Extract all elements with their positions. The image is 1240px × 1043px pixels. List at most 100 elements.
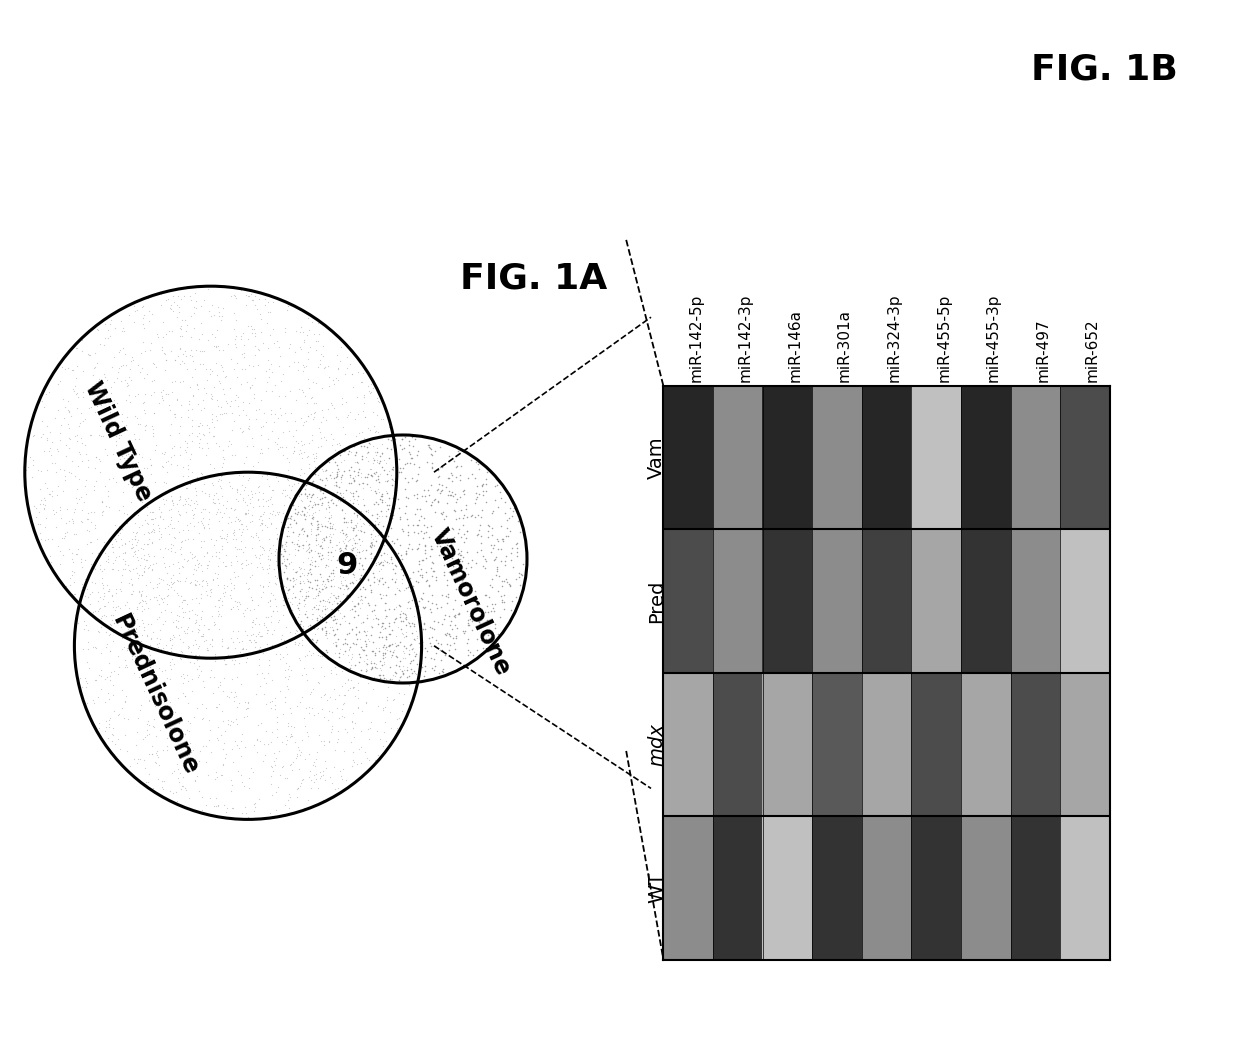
- Point: [332, 502, 352, 518]
- Point: [233, 482, 253, 499]
- Point: [124, 531, 144, 548]
- Point: [487, 477, 507, 493]
- Point: [207, 532, 227, 549]
- Point: [172, 328, 192, 344]
- Point: [92, 507, 112, 524]
- Point: [362, 537, 382, 554]
- Point: [224, 336, 244, 353]
- Point: [193, 380, 213, 396]
- Point: [352, 595, 372, 611]
- Point: [174, 592, 193, 609]
- Point: [319, 528, 339, 544]
- Point: [343, 565, 363, 582]
- Point: [303, 507, 322, 524]
- Point: [293, 384, 312, 401]
- Point: [181, 464, 201, 481]
- Point: [161, 661, 181, 678]
- Point: [222, 671, 242, 687]
- Point: [259, 478, 279, 494]
- Point: [99, 719, 119, 735]
- Point: [324, 515, 343, 532]
- Point: [436, 627, 456, 644]
- Point: [86, 391, 105, 408]
- Point: [170, 507, 190, 524]
- Point: [192, 325, 212, 342]
- Point: [202, 630, 222, 647]
- Point: [510, 524, 529, 540]
- Point: [91, 668, 110, 684]
- Point: [315, 627, 335, 644]
- Point: [320, 532, 340, 549]
- Point: [366, 533, 386, 550]
- Point: [234, 709, 254, 726]
- Point: [254, 670, 274, 686]
- Point: [373, 586, 393, 603]
- Point: [396, 456, 415, 472]
- Point: [170, 774, 190, 791]
- Point: [145, 745, 165, 761]
- Point: [459, 555, 479, 572]
- Point: [161, 456, 181, 472]
- Point: [98, 635, 118, 652]
- Point: [491, 552, 511, 568]
- Point: [281, 518, 301, 535]
- Point: [133, 334, 153, 350]
- Point: [309, 583, 329, 600]
- Point: [286, 506, 306, 523]
- Point: [170, 328, 190, 344]
- Point: [203, 486, 223, 503]
- Point: [456, 634, 476, 651]
- Point: [215, 797, 234, 814]
- Point: [334, 525, 353, 541]
- Point: [427, 530, 446, 547]
- Point: [238, 808, 258, 825]
- Point: [398, 516, 418, 533]
- Point: [405, 431, 425, 447]
- Point: [303, 487, 322, 504]
- Point: [376, 640, 396, 657]
- Point: [348, 555, 368, 572]
- Point: [288, 362, 308, 379]
- Point: [497, 511, 517, 528]
- Point: [371, 465, 391, 482]
- Point: [98, 551, 118, 567]
- Point: [329, 534, 348, 551]
- Point: [138, 545, 157, 562]
- Point: [284, 487, 304, 504]
- Point: [311, 688, 331, 705]
- Point: [186, 292, 206, 309]
- Point: [280, 572, 300, 588]
- Point: [150, 569, 170, 586]
- Point: [449, 605, 469, 622]
- Point: [259, 557, 279, 574]
- Point: [73, 383, 93, 399]
- Point: [322, 487, 342, 504]
- Point: [265, 575, 285, 591]
- Point: [440, 613, 460, 630]
- Point: [83, 366, 103, 383]
- Point: [76, 411, 95, 428]
- Point: [357, 749, 377, 766]
- Point: [372, 507, 392, 524]
- Point: [301, 611, 321, 628]
- Point: [298, 672, 317, 688]
- Point: [321, 427, 341, 443]
- Point: [310, 544, 330, 561]
- Point: [63, 381, 83, 397]
- Point: [144, 668, 164, 684]
- Point: [170, 540, 190, 557]
- Point: [418, 482, 438, 499]
- Point: [32, 393, 52, 410]
- Point: [192, 468, 212, 485]
- Point: [335, 612, 355, 629]
- Point: [264, 321, 284, 338]
- Point: [105, 552, 125, 568]
- Point: [269, 806, 289, 823]
- Point: [110, 741, 130, 757]
- Point: [272, 524, 291, 540]
- Point: [238, 700, 258, 717]
- Point: [153, 511, 172, 528]
- Point: [441, 519, 461, 536]
- Point: [418, 644, 438, 660]
- Point: [342, 621, 362, 637]
